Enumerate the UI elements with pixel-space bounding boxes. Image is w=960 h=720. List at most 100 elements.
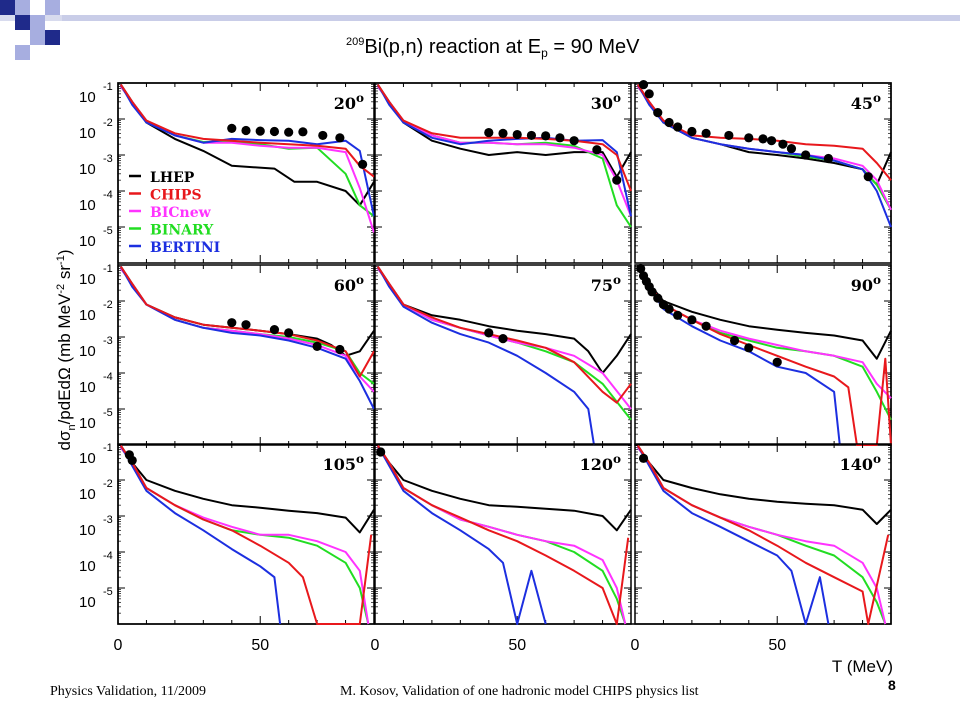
footer-center: M. Kosov, Validation of one hadronic mod… <box>340 684 699 699</box>
panel-angle-label: 75o <box>591 273 621 295</box>
series-lhep-line <box>636 445 892 525</box>
data-point <box>569 136 579 146</box>
data-point <box>801 150 811 160</box>
y-tick-label: 10 <box>79 125 96 142</box>
data-point <box>484 328 494 338</box>
panel-angle-label: 120o <box>580 452 621 474</box>
y-tick-exponent: -3 <box>103 514 113 526</box>
legend-label: CHIPS <box>150 188 202 204</box>
y-tick-label: 10 <box>79 486 96 503</box>
data-point <box>664 117 674 128</box>
series-lhep-line <box>376 445 632 532</box>
footer-left: Physics Validation, 11/2009 <box>50 684 206 699</box>
data-point <box>823 153 834 164</box>
y-tick-exponent: -1 <box>103 81 113 93</box>
panel-120: 120o <box>374 443 632 625</box>
y-tick-exponent: -2 <box>103 117 113 129</box>
data-point <box>687 126 697 137</box>
panel-angle-label: 105o <box>323 452 364 474</box>
data-point <box>526 130 537 141</box>
panel-frame <box>374 443 632 625</box>
data-point <box>512 129 522 140</box>
data-point <box>284 127 294 137</box>
deco-square <box>15 15 30 30</box>
data-point <box>312 341 322 351</box>
data-point <box>638 80 649 90</box>
y-tick-label: 10 <box>79 89 96 106</box>
y-axis-label-part: n <box>66 424 78 430</box>
series-bertini-line <box>376 84 632 217</box>
legend-label: LHEP <box>150 170 195 186</box>
degree-symbol: o <box>613 91 621 105</box>
panel-105: 105o <box>117 443 375 625</box>
y-tick-exponent: -4 <box>103 371 113 383</box>
legend-label: BERTINI <box>150 240 220 256</box>
series-chips-line <box>636 445 890 625</box>
series-chips-line <box>119 84 375 178</box>
series-bertini-line <box>636 84 892 228</box>
data-point <box>318 130 328 141</box>
legend-label: BINARY <box>150 223 214 239</box>
y-tick-exponent: -3 <box>103 335 113 347</box>
data-point <box>729 335 740 346</box>
panel-frame <box>117 82 375 264</box>
data-point <box>241 125 251 136</box>
y-tick-exponent: -1 <box>103 442 113 454</box>
data-point <box>758 134 768 144</box>
degree-symbol: o <box>613 273 621 287</box>
data-point <box>766 136 777 146</box>
data-point <box>638 453 649 463</box>
series-bertini-line <box>636 445 830 625</box>
panel-30: 30o <box>374 82 632 264</box>
legend-label: BICnew <box>150 205 212 221</box>
panel-angle-label: 60o <box>334 273 364 295</box>
data-point <box>724 130 734 141</box>
y-axis-label-part: -2 <box>55 284 67 294</box>
series-bertini-line <box>636 266 841 446</box>
data-point <box>653 293 663 303</box>
data-point <box>555 133 565 143</box>
data-point <box>269 126 280 137</box>
y-axis-label-part: dσ <box>55 430 74 450</box>
deco-square <box>30 30 45 45</box>
series-chips-line <box>119 445 373 625</box>
y-tick-label: 10 <box>79 161 96 178</box>
data-point <box>636 263 646 274</box>
data-point <box>647 287 657 297</box>
series-lhep-line <box>119 445 375 534</box>
panel-angle-label: 140o <box>840 452 881 474</box>
data-point <box>498 128 508 138</box>
panel-frame <box>374 264 632 446</box>
panel-frame <box>634 443 892 625</box>
data-point <box>701 128 711 138</box>
data-point <box>298 127 308 137</box>
degree-symbol: o <box>356 91 364 105</box>
y-axis-label-part: -1 <box>55 255 67 265</box>
degree-symbol: o <box>356 452 364 466</box>
panel-frame <box>117 264 375 446</box>
data-point <box>335 133 345 143</box>
data-point <box>227 123 237 133</box>
data-point <box>498 334 508 344</box>
data-point <box>778 139 788 149</box>
y-tick-label: 10 <box>79 343 96 360</box>
data-point <box>227 318 237 328</box>
deco-square <box>45 30 60 45</box>
slide-decoration <box>0 0 960 60</box>
degree-symbol: o <box>873 452 881 466</box>
data-point <box>653 108 663 118</box>
data-point <box>612 175 622 185</box>
y-axis-label-part: sr <box>55 265 74 284</box>
data-point <box>358 159 368 169</box>
y-tick-label: 10 <box>79 271 96 288</box>
y-tick-exponent: -2 <box>103 478 113 490</box>
y-tick-exponent: -5 <box>103 586 113 598</box>
panel-angle-label: 20o <box>334 91 364 113</box>
x-tick-label: 50 <box>251 637 269 654</box>
panel-angle-label: 30o <box>591 91 621 113</box>
panel-frame <box>634 82 892 264</box>
data-point <box>687 315 697 325</box>
panel-angle-label: 90o <box>851 273 881 295</box>
deco-square <box>15 0 30 15</box>
data-point <box>673 122 683 132</box>
